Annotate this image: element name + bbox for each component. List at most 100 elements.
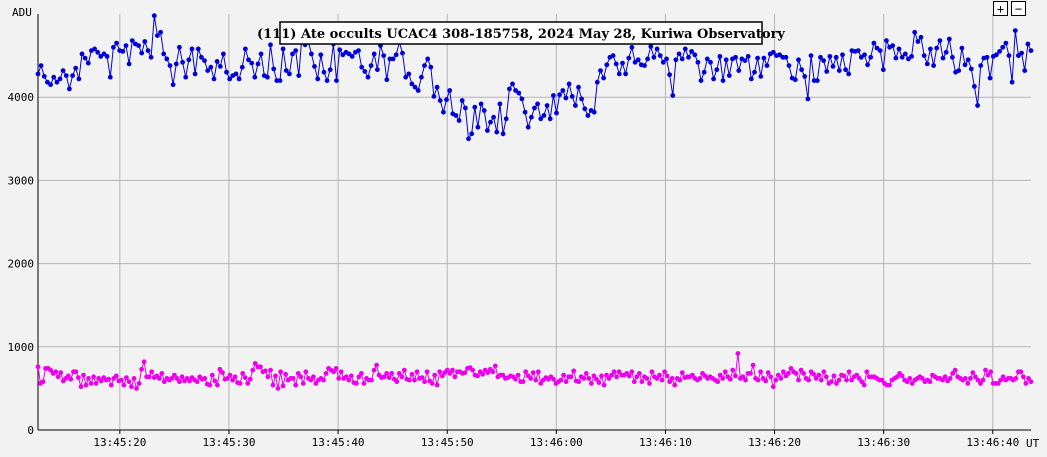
data-point xyxy=(324,78,330,83)
data-point xyxy=(424,369,430,375)
x-tick-label: 13:45:20 xyxy=(93,436,146,449)
data-point xyxy=(53,369,59,375)
data-point xyxy=(952,367,958,373)
data-point xyxy=(840,52,845,58)
data-point xyxy=(131,376,137,381)
data-point xyxy=(336,376,342,381)
data-point xyxy=(975,103,980,108)
data-point xyxy=(770,384,776,390)
data-point xyxy=(697,376,703,381)
data-point xyxy=(538,116,544,122)
y-tick-label: 1000 xyxy=(8,341,35,354)
data-point xyxy=(523,369,529,375)
data-point xyxy=(412,84,418,90)
data-point xyxy=(535,369,541,375)
data-point xyxy=(770,49,776,55)
data-point xyxy=(434,84,440,90)
x-tick-label: 13:46:10 xyxy=(639,436,692,449)
data-point xyxy=(717,372,723,378)
data-point xyxy=(40,379,46,385)
data-point xyxy=(419,74,424,80)
data-point xyxy=(48,367,53,373)
data-point xyxy=(179,374,185,380)
data-point xyxy=(745,54,751,59)
data-point xyxy=(755,377,761,383)
data-point xyxy=(121,382,127,388)
data-point xyxy=(255,61,261,67)
data-point xyxy=(134,386,139,391)
y-tick-label: 0 xyxy=(27,424,34,437)
data-point xyxy=(864,369,870,375)
data-point xyxy=(280,383,286,389)
data-point xyxy=(856,376,862,381)
data-point xyxy=(829,379,834,385)
y-axis-label: ADU xyxy=(12,6,32,19)
data-point xyxy=(48,82,53,88)
data-point xyxy=(68,376,74,382)
data-point xyxy=(918,34,924,40)
data-point xyxy=(733,373,738,379)
data-point xyxy=(764,63,770,68)
data-point xyxy=(836,68,842,73)
data-point xyxy=(139,50,145,56)
data-point xyxy=(576,84,581,90)
data-point xyxy=(765,370,771,375)
data-point xyxy=(931,63,936,68)
data-point xyxy=(947,376,953,381)
data-point xyxy=(381,374,387,380)
data-point xyxy=(41,74,47,79)
data-point xyxy=(389,371,395,376)
data-point xyxy=(139,366,145,372)
data-point xyxy=(698,78,704,83)
data-point xyxy=(386,375,392,380)
data-point xyxy=(447,371,453,376)
data-point xyxy=(651,54,657,60)
data-point xyxy=(679,56,685,62)
data-point xyxy=(205,68,211,73)
data-point xyxy=(394,379,400,385)
data-point xyxy=(528,376,534,381)
data-point xyxy=(136,381,142,386)
data-point xyxy=(434,382,440,388)
data-point xyxy=(308,377,314,383)
data-point xyxy=(987,75,993,81)
data-point xyxy=(172,372,177,378)
data-point xyxy=(192,71,198,77)
data-point xyxy=(682,46,688,52)
zoom-in-button[interactable]: + xyxy=(993,1,1008,16)
data-point xyxy=(507,86,512,92)
zoom-out-button[interactable]: − xyxy=(1011,1,1026,16)
data-point xyxy=(315,76,321,82)
data-point xyxy=(230,377,236,383)
data-point xyxy=(726,73,732,78)
data-point xyxy=(811,371,817,377)
data-point xyxy=(356,374,362,380)
data-point xyxy=(497,101,503,107)
data-point xyxy=(393,52,399,58)
data-point xyxy=(596,380,602,385)
data-point xyxy=(880,67,886,73)
data-point xyxy=(202,58,207,63)
data-point xyxy=(649,369,655,375)
data-point xyxy=(778,376,784,381)
data-point xyxy=(86,376,91,381)
data-point xyxy=(374,362,379,368)
data-point xyxy=(677,377,683,383)
data-point xyxy=(220,370,225,375)
data-point xyxy=(983,367,988,373)
data-point xyxy=(576,379,582,385)
data-point xyxy=(855,48,861,53)
data-point xyxy=(714,67,720,73)
data-point xyxy=(488,119,493,125)
data-point xyxy=(81,372,86,378)
data-point xyxy=(657,372,662,378)
data-point xyxy=(212,378,218,384)
data-point xyxy=(293,48,299,53)
data-point xyxy=(485,370,491,375)
data-point xyxy=(997,49,1002,54)
data-point xyxy=(975,377,981,383)
data-point xyxy=(972,84,977,89)
data-point xyxy=(662,369,667,375)
data-point xyxy=(849,377,854,383)
axis-labels: ADU UT xyxy=(12,6,1040,450)
